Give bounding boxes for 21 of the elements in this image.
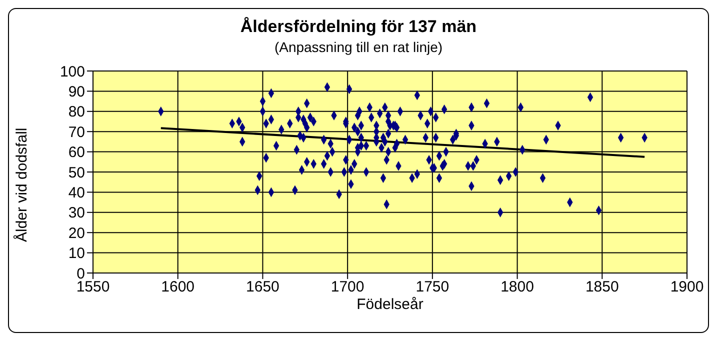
x-tick-label: 1900 xyxy=(670,278,704,296)
y-tick-label: 100 xyxy=(60,63,85,80)
chart-subtitle: (Anpassning till en rat linje) xyxy=(273,39,444,57)
y-tick-label: 20 xyxy=(68,224,85,242)
y-tick-label: 40 xyxy=(68,184,85,202)
y-tick-label: 10 xyxy=(68,245,85,262)
x-tick-label: 1800 xyxy=(500,278,534,296)
y-tick-label: 80 xyxy=(68,104,85,121)
y-axis-title: Ålder vid dodsfall xyxy=(12,128,30,242)
x-tick-label: 1850 xyxy=(585,278,619,296)
x-axis-title: Födelseår xyxy=(356,296,424,313)
x-tick-label: 1650 xyxy=(246,278,280,296)
chart-title: Åldersfördelning för 137 män xyxy=(239,17,478,38)
y-tick-label: 90 xyxy=(68,84,85,101)
x-tick-label: 1750 xyxy=(416,278,450,296)
x-tick-label: 1600 xyxy=(161,278,195,296)
y-tick-label: 70 xyxy=(68,124,85,141)
y-tick-label: 30 xyxy=(68,204,85,222)
x-tick-label: 1700 xyxy=(330,278,364,296)
y-tick-label: 60 xyxy=(68,144,85,162)
y-tick-label: 50 xyxy=(68,164,85,182)
